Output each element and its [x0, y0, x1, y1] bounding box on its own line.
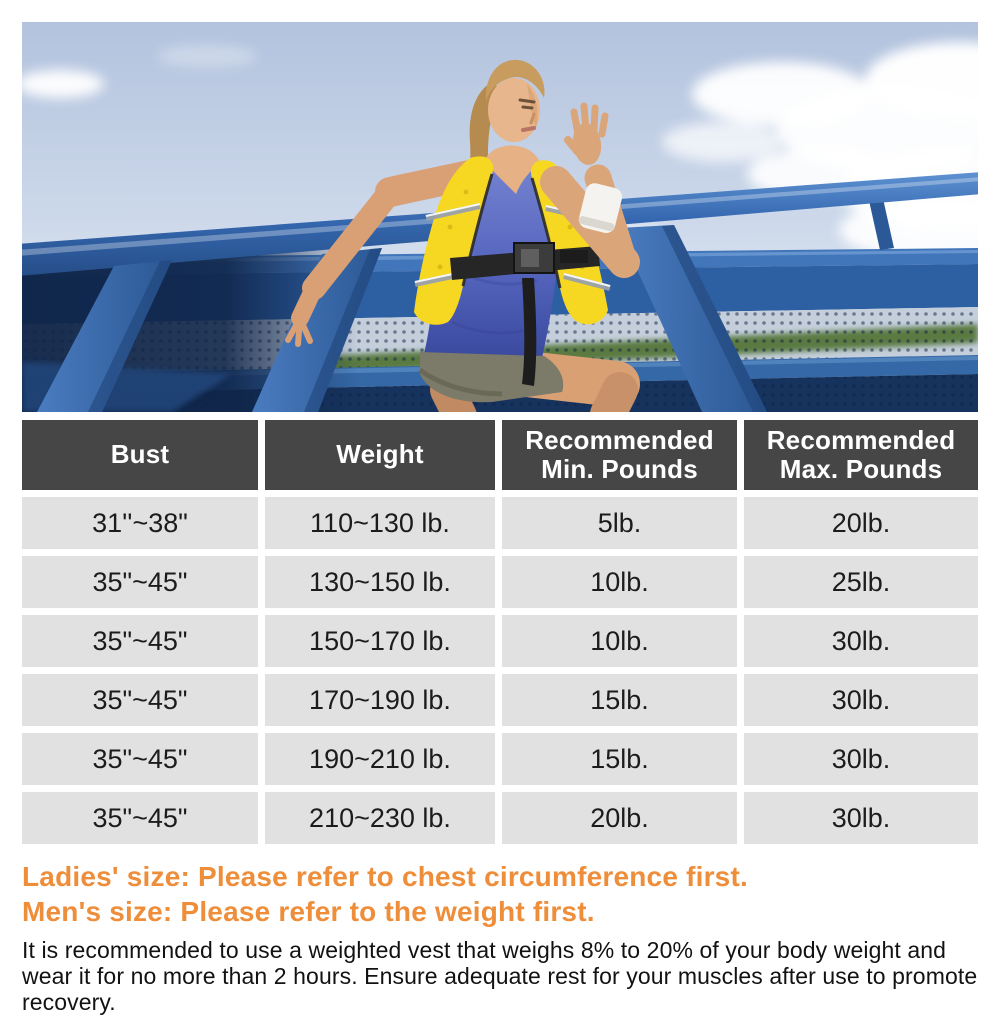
- cell-weight: 130~150 lb.: [265, 556, 495, 608]
- cell-min-pounds: 10lb.: [502, 556, 737, 608]
- weighted-vest: [414, 156, 611, 386]
- cell-bust: 35"~45": [22, 733, 258, 785]
- header-weight: Weight: [265, 420, 495, 490]
- hero-photo-illustration: [22, 22, 978, 412]
- cell-bust: 35"~45": [22, 792, 258, 844]
- cell-min-pounds: 5lb.: [502, 497, 737, 549]
- cell-max-pounds: 30lb.: [744, 615, 978, 667]
- size-chart: Bust Weight Recommended Min. Pounds Reco…: [22, 420, 978, 844]
- cell-min-pounds: 10lb.: [502, 615, 737, 667]
- header-min-pounds: Recommended Min. Pounds: [502, 420, 737, 490]
- cell-bust: 35"~45": [22, 674, 258, 726]
- cell-min-pounds: 20lb.: [502, 792, 737, 844]
- cell-max-pounds: 30lb.: [744, 733, 978, 785]
- cell-min-pounds: 15lb.: [502, 674, 737, 726]
- head: [485, 59, 545, 142]
- cell-bust: 31''~38": [22, 497, 258, 549]
- cell-bust: 35"~45": [22, 615, 258, 667]
- ladies-size-note: Ladies' size: Please refer to chest circ…: [22, 861, 748, 892]
- neck: [484, 145, 540, 194]
- clouds: [22, 42, 978, 260]
- mens-size-note: Men's size: Please refer to the weight f…: [22, 896, 595, 928]
- hero-photo: [22, 22, 978, 412]
- cell-weight: 210~230 lb.: [265, 792, 495, 844]
- cell-weight: 190~210 lb.: [265, 733, 495, 785]
- dangling-strap: [522, 278, 537, 386]
- cell-bust: 35"~45": [22, 556, 258, 608]
- cell-max-pounds: 25lb.: [744, 556, 978, 608]
- cell-max-pounds: 30lb.: [744, 792, 978, 844]
- cell-min-pounds: 15lb.: [502, 733, 737, 785]
- cell-max-pounds: 30lb.: [744, 674, 978, 726]
- forward-arm: [540, 102, 640, 278]
- weighted-vest-size-chart: Bust Weight Recommended Min. Pounds Reco…: [22, 22, 978, 1014]
- railing-strut: [868, 194, 894, 250]
- cell-weight: 150~170 lb.: [265, 615, 495, 667]
- railing-posts: [37, 225, 767, 412]
- cell-weight: 110~130 lb.: [265, 497, 495, 549]
- cell-max-pounds: 20lb.: [744, 497, 978, 549]
- header-bust: Bust: [22, 420, 258, 490]
- cell-weight: 170~190 lb.: [265, 674, 495, 726]
- usage-recommendation: It is recommended to use a weighted vest…: [22, 936, 978, 1015]
- sizing-notes: Ladies' size: Please refer to chest circ…: [22, 859, 978, 1014]
- header-max-pounds: Recommended Max. Pounds: [744, 420, 978, 490]
- runner-figure: [285, 59, 640, 412]
